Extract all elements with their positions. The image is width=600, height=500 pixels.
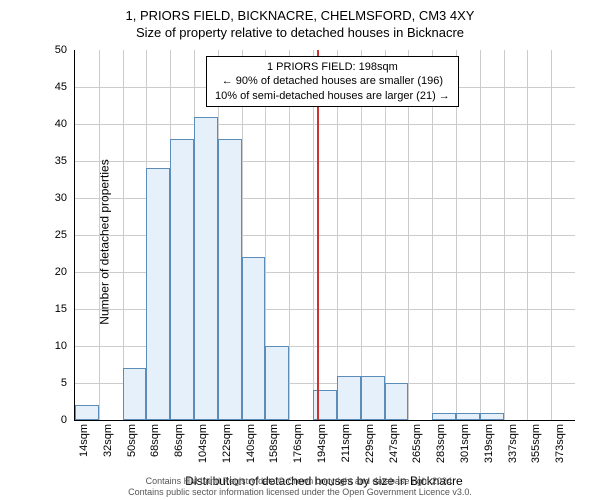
x-tick-label: 211sqm [340, 424, 352, 474]
histogram-bar [194, 117, 218, 420]
y-tick-label: 20 [37, 266, 67, 278]
x-tick-label: 68sqm [149, 424, 161, 474]
x-tick-label: 283sqm [435, 424, 447, 474]
histogram-bar [432, 413, 456, 420]
x-tick-label: 140sqm [245, 424, 257, 474]
y-tick-label: 50 [37, 44, 67, 56]
info-line2: ← 90% of detached houses are smaller (19… [215, 74, 450, 88]
y-tick-label: 15 [37, 303, 67, 315]
x-tick-label: 50sqm [126, 424, 138, 474]
gridline-h [75, 124, 575, 125]
x-tick-label: 319sqm [483, 424, 495, 474]
y-tick-label: 0 [37, 414, 67, 426]
histogram-bar [265, 346, 289, 420]
title-address: 1, PRIORS FIELD, BICKNACRE, CHELMSFORD, … [0, 0, 600, 23]
histogram-bar [218, 139, 242, 420]
footer-line1: Contains HM Land Registry data © Crown c… [0, 476, 600, 487]
histogram-bar [361, 376, 385, 420]
x-tick-label: 355sqm [530, 424, 542, 474]
histogram-bar [456, 413, 480, 420]
y-tick-label: 45 [37, 81, 67, 93]
y-axis-label: Number of detached properties [98, 159, 112, 324]
histogram-bar [480, 413, 504, 420]
x-tick-label: 86sqm [173, 424, 185, 474]
info-line1: 1 PRIORS FIELD: 198sqm [215, 60, 450, 74]
histogram-bar [385, 383, 409, 420]
x-tick-label: 32sqm [102, 424, 114, 474]
gridline-v [504, 50, 505, 420]
y-tick-label: 40 [37, 118, 67, 130]
y-tick-label: 10 [37, 340, 67, 352]
x-tick-label: 337sqm [507, 424, 519, 474]
histogram-bar [242, 257, 266, 420]
info-line3: 10% of semi-detached houses are larger (… [215, 89, 450, 103]
gridline-v [551, 50, 552, 420]
y-tick-label: 25 [37, 229, 67, 241]
x-tick-label: 194sqm [316, 424, 328, 474]
x-tick-label: 104sqm [197, 424, 209, 474]
histogram-bar [75, 405, 99, 420]
title-subtitle: Size of property relative to detached ho… [0, 23, 600, 40]
x-tick-label: 122sqm [221, 424, 233, 474]
gridline-v [123, 50, 124, 420]
x-tick-label: 176sqm [292, 424, 304, 474]
histogram-bar [123, 368, 147, 420]
histogram-bar [170, 139, 194, 420]
histogram-bar [337, 376, 361, 420]
gridline-v [480, 50, 481, 420]
histogram-bar [146, 168, 170, 420]
footer-line2: Contains public sector information licen… [0, 487, 600, 498]
x-tick-label: 301sqm [459, 424, 471, 474]
footer: Contains HM Land Registry data © Crown c… [0, 476, 600, 498]
gridline-v [527, 50, 528, 420]
x-tick-label: 373sqm [554, 424, 566, 474]
y-tick-label: 35 [37, 155, 67, 167]
x-tick-label: 229sqm [364, 424, 376, 474]
y-tick-label: 5 [37, 377, 67, 389]
x-tick-label: 158sqm [268, 424, 280, 474]
gridline-h [75, 161, 575, 162]
x-tick-label: 14sqm [78, 424, 90, 474]
info-box: 1 PRIORS FIELD: 198sqm ← 90% of detached… [206, 56, 459, 107]
x-tick-label: 247sqm [388, 424, 400, 474]
y-tick-label: 30 [37, 192, 67, 204]
chart-area: 0510152025303540455014sqm32sqm50sqm68sqm… [74, 50, 574, 420]
x-tick-label: 265sqm [411, 424, 423, 474]
